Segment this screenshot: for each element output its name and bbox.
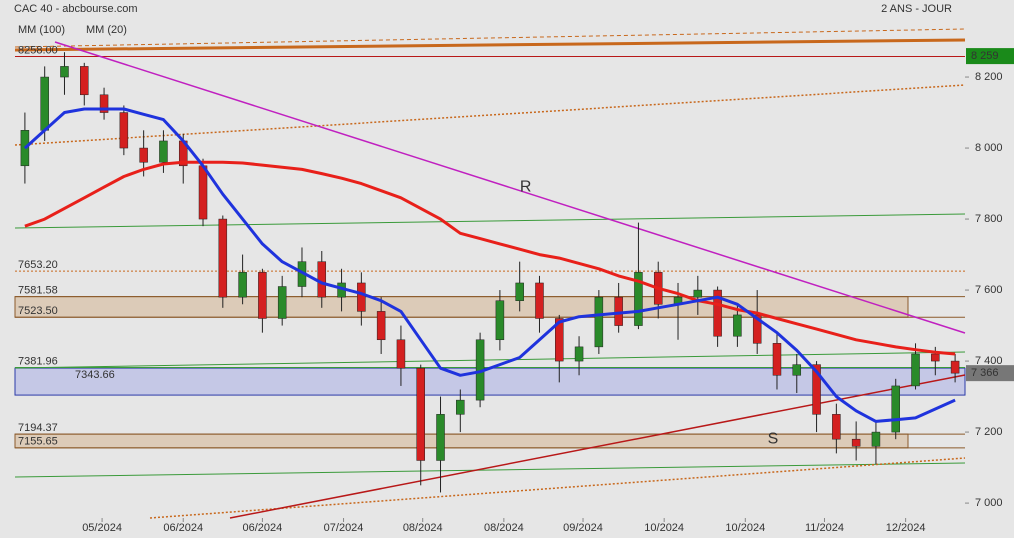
trend-line xyxy=(14,84,966,146)
trend-line xyxy=(14,38,966,52)
x-tick-label: 06/2024 xyxy=(243,522,283,534)
candle-body xyxy=(238,272,247,298)
candle-body xyxy=(950,360,960,374)
trend-line xyxy=(149,457,966,519)
moving-average xyxy=(23,107,956,423)
candle-body xyxy=(772,343,782,376)
candle-body xyxy=(40,76,49,131)
candle-body xyxy=(515,282,524,301)
trend-line xyxy=(54,41,966,334)
level-label: 7343.66 xyxy=(75,369,115,381)
candle-body xyxy=(99,94,109,113)
candle-body xyxy=(555,318,564,362)
level-label: 8258.00 xyxy=(18,44,58,56)
candle-body xyxy=(416,367,425,461)
moving-average xyxy=(24,160,956,356)
marks xyxy=(20,52,960,493)
candle-body xyxy=(634,272,643,326)
candle-body xyxy=(60,66,69,78)
level-band xyxy=(14,367,966,396)
trend-line xyxy=(14,351,966,369)
candle-body xyxy=(376,311,386,341)
candle-body xyxy=(198,165,208,220)
price-box xyxy=(966,48,1014,65)
x-tick-label: 05/2024 xyxy=(82,522,122,534)
level-label: 7381.96 xyxy=(18,355,58,367)
x-tick-label: 06/2024 xyxy=(163,522,203,534)
level-label: 7653.20 xyxy=(18,259,58,271)
legend-label: MM (20) xyxy=(86,24,127,36)
trend-lines xyxy=(14,28,966,519)
level-label: 7523.50 xyxy=(18,305,58,317)
level-label: 7155.65 xyxy=(18,436,58,448)
candle-body xyxy=(832,414,841,440)
x-tick-label: 08/2024 xyxy=(484,522,524,534)
candle-body xyxy=(574,346,584,362)
x-tick-label: 09/2024 xyxy=(563,522,603,534)
level-label: 7581.58 xyxy=(18,285,58,297)
y-tick-label: 8 200 xyxy=(975,71,1003,83)
candle-body xyxy=(535,282,544,319)
candle-body xyxy=(931,353,940,362)
candle-body xyxy=(436,414,445,461)
candle-body xyxy=(792,364,802,376)
trend-line xyxy=(14,462,966,478)
chart-title: CAC 40 - abcbourse.com xyxy=(14,3,138,15)
candle-body xyxy=(218,218,228,298)
annotation: R xyxy=(520,178,532,195)
candle-body xyxy=(277,286,287,319)
x-tick-label: 12/2024 xyxy=(886,522,926,534)
candle-body xyxy=(871,431,881,447)
candle-body xyxy=(891,385,900,433)
candle-body xyxy=(495,300,505,341)
candle-body xyxy=(456,399,465,415)
subtitle: 2 ANS - JOUR xyxy=(881,3,952,15)
candle-body xyxy=(317,261,327,298)
x-tick-label: 08/2024 xyxy=(403,522,443,534)
y-tick-label: 7 200 xyxy=(975,426,1003,438)
candle-body xyxy=(80,66,89,96)
y-tick-label: 8 000 xyxy=(975,142,1003,154)
y-tick-label: 7 400 xyxy=(975,355,1003,367)
candle-body xyxy=(139,147,148,163)
y-tick-label: 7 800 xyxy=(975,213,1003,225)
candle-body xyxy=(258,272,267,319)
trend-line xyxy=(14,28,966,48)
candle-body xyxy=(713,289,722,337)
trend-line xyxy=(229,374,966,519)
x-tick-label: 10/2024 xyxy=(725,522,765,534)
level-band xyxy=(14,296,909,318)
trend-line xyxy=(14,213,966,229)
legend-label: MM (100) xyxy=(18,24,65,36)
candle-body xyxy=(693,289,703,298)
candle-body xyxy=(594,296,604,348)
candle-body xyxy=(911,353,920,387)
candle-body xyxy=(812,364,821,415)
price-label: 8 259 xyxy=(971,50,999,62)
candle-body xyxy=(357,282,366,312)
candle-body xyxy=(159,140,168,163)
candle-body xyxy=(752,314,762,344)
y-tick-label: 7 000 xyxy=(975,497,1003,509)
x-tick-label: 10/2024 xyxy=(644,522,684,534)
candle-body xyxy=(396,339,406,369)
price-box xyxy=(966,365,1014,382)
level-label: 7194.37 xyxy=(18,422,58,434)
annotation: S xyxy=(768,430,779,447)
price-label: 7 366 xyxy=(971,367,999,379)
x-tick-label: 11/2024 xyxy=(805,522,844,534)
candle-body xyxy=(733,314,742,337)
y-tick-label: 7 600 xyxy=(975,284,1003,296)
x-tick-label: 07/2024 xyxy=(324,522,364,534)
candle-body xyxy=(851,438,861,447)
candle-body xyxy=(119,112,129,149)
